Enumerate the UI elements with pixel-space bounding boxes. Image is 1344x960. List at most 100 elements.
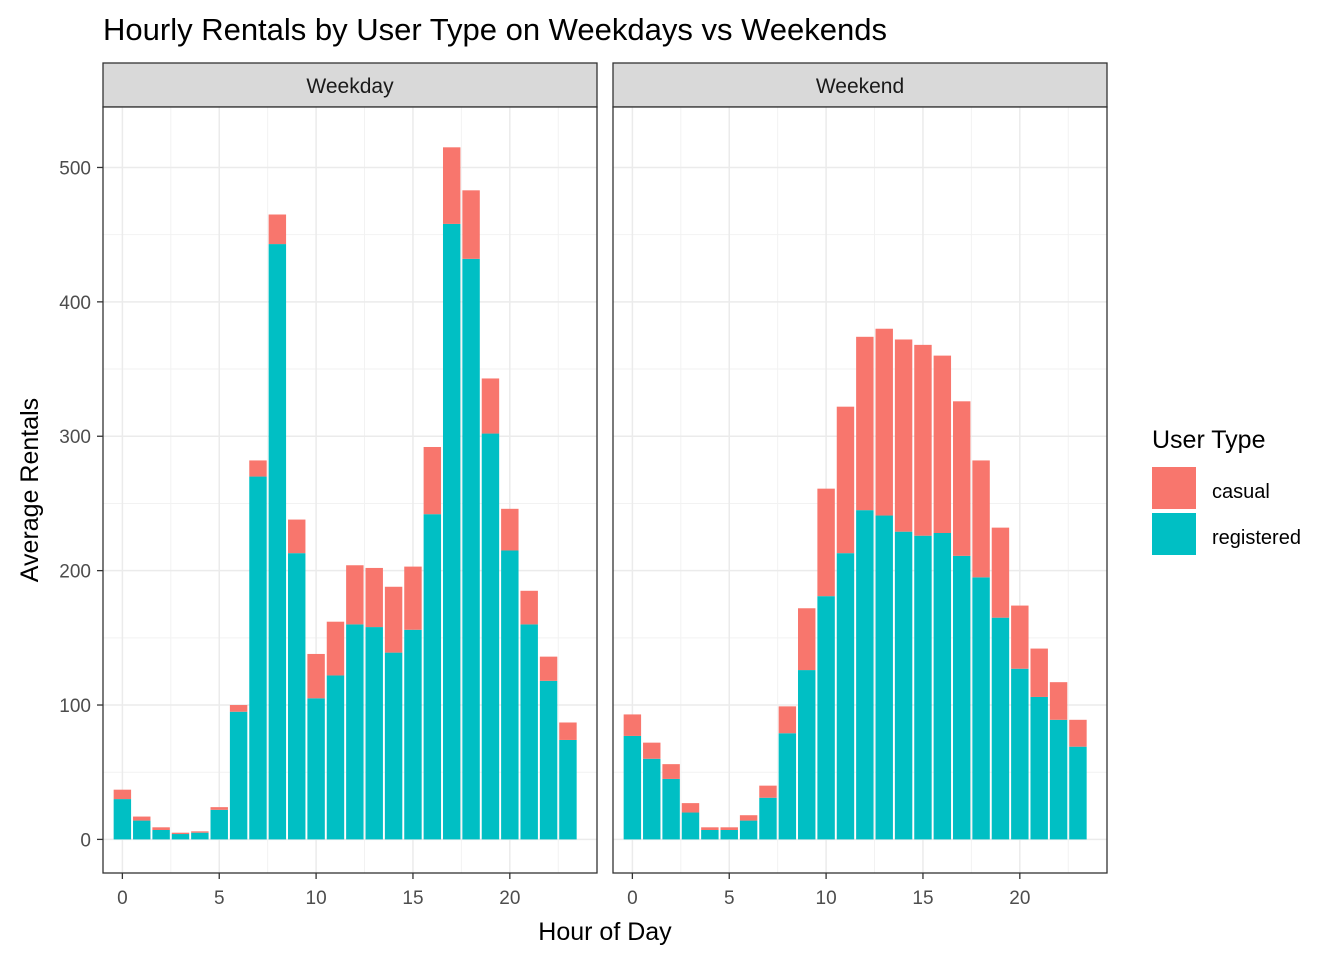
bar-casual-hour-18 <box>462 190 480 259</box>
bar-registered-hour-18 <box>972 577 990 840</box>
bar-casual-hour-14 <box>894 339 913 532</box>
bar-casual-hour-23 <box>559 722 577 740</box>
bar-casual-hour-23 <box>1069 719 1087 747</box>
x-tick-label: 5 <box>214 888 225 909</box>
bar-casual-hour-1 <box>643 742 661 759</box>
bar-casual-hour-2 <box>662 764 680 779</box>
bar-registered-hour-16 <box>933 533 952 840</box>
bar-registered-hour-17 <box>442 223 461 840</box>
bar-registered-hour-20 <box>501 550 519 840</box>
bar-casual-hour-13 <box>875 328 893 516</box>
bar-registered-hour-15 <box>404 629 422 840</box>
y-tick-label: 0 <box>80 830 91 851</box>
bar-casual-hour-22 <box>539 656 558 681</box>
bar-casual-hour-6 <box>229 705 248 712</box>
bar-registered-hour-14 <box>384 652 403 840</box>
y-tick-label: 400 <box>59 293 91 314</box>
bar-casual-hour-8 <box>268 214 287 245</box>
bar-casual-hour-9 <box>798 608 816 671</box>
bar-casual-hour-15 <box>914 344 932 536</box>
bar-casual-hour-10 <box>307 653 325 699</box>
legend-label-registered: registered <box>1212 527 1301 549</box>
bar-registered-hour-5 <box>720 829 738 840</box>
bar-casual-hour-4 <box>701 827 719 830</box>
bar-casual-hour-2 <box>152 827 170 830</box>
legend-key-registered <box>1152 513 1196 555</box>
bar-registered-hour-10 <box>307 698 325 840</box>
x-tick-label: 15 <box>912 888 933 909</box>
bar-casual-hour-14 <box>384 586 403 653</box>
bar-registered-hour-3 <box>681 812 700 840</box>
bar-registered-hour-5 <box>210 809 228 840</box>
legend-key-casual <box>1152 467 1196 509</box>
bar-casual-hour-15 <box>404 566 422 630</box>
x-tick-label: 10 <box>816 888 837 909</box>
bar-casual-hour-21 <box>1030 648 1048 697</box>
bar-registered-hour-6 <box>229 711 248 840</box>
bar-registered-hour-4 <box>191 832 209 840</box>
bar-casual-hour-20 <box>1011 605 1029 669</box>
bar-casual-hour-19 <box>991 527 1010 618</box>
bar-casual-hour-18 <box>972 460 990 578</box>
legend: User Type casual registered <box>1152 426 1301 555</box>
bar-registered-hour-7 <box>759 797 777 840</box>
bar-casual-hour-0 <box>113 789 132 800</box>
bar-registered-hour-4 <box>701 829 719 840</box>
bar-casual-hour-17 <box>952 401 971 556</box>
bar-casual-hour-3 <box>681 803 700 813</box>
bar-registered-hour-1 <box>643 758 661 840</box>
bar-registered-hour-8 <box>778 733 797 840</box>
bar-registered-hour-3 <box>171 834 190 840</box>
bar-registered-hour-12 <box>856 510 874 840</box>
bar-casual-hour-5 <box>210 807 228 810</box>
bar-registered-hour-19 <box>481 433 500 840</box>
bar-registered-hour-1 <box>133 820 151 840</box>
bar-casual-hour-21 <box>520 590 538 625</box>
bar-casual-hour-7 <box>249 460 267 477</box>
bar-registered-hour-18 <box>462 258 480 840</box>
bar-registered-hour-17 <box>952 555 971 840</box>
bar-registered-hour-22 <box>1049 719 1068 840</box>
bar-registered-hour-2 <box>152 829 170 840</box>
panel-border <box>102 106 598 874</box>
bar-registered-hour-0 <box>623 735 642 840</box>
bar-registered-hour-21 <box>520 624 538 840</box>
bar-casual-hour-12 <box>856 336 874 511</box>
bar-registered-hour-21 <box>1030 696 1048 840</box>
y-tick-label: 200 <box>59 562 91 583</box>
bar-casual-hour-16 <box>933 355 952 534</box>
bar-registered-hour-23 <box>1069 746 1087 840</box>
x-tick-label: 20 <box>1009 888 1030 909</box>
bar-casual-hour-12 <box>346 565 364 625</box>
y-tick-label: 300 <box>59 427 91 448</box>
bar-registered-hour-6 <box>739 820 758 840</box>
bar-casual-hour-11 <box>836 406 855 554</box>
bar-casual-hour-20 <box>501 508 519 551</box>
legend-title: User Type <box>1152 426 1265 454</box>
y-axis-title: Average Rentals <box>16 398 44 582</box>
bar-registered-hour-20 <box>1011 668 1029 840</box>
bar-casual-hour-8 <box>778 706 797 734</box>
x-axis-title: Hour of Day <box>538 918 672 946</box>
bar-casual-hour-4 <box>191 831 209 833</box>
bar-registered-hour-15 <box>914 535 932 840</box>
bar-casual-hour-6 <box>739 815 758 821</box>
facet-strip-label: Weekend <box>816 75 904 98</box>
bar-casual-hour-10 <box>817 488 835 597</box>
bar-casual-hour-0 <box>623 714 642 736</box>
bar-registered-hour-23 <box>559 739 577 840</box>
x-tick-label: 0 <box>627 888 638 909</box>
chart-title: Hourly Rentals by User Type on Weekdays … <box>103 12 887 47</box>
x-tick-label: 15 <box>402 888 423 909</box>
bar-registered-hour-9 <box>798 670 816 840</box>
facet-strip-label: Weekday <box>306 75 394 98</box>
bar-casual-hour-11 <box>326 621 345 676</box>
bar-registered-hour-9 <box>288 553 306 840</box>
bar-registered-hour-16 <box>423 514 442 840</box>
x-tick-label: 0 <box>117 888 128 909</box>
bar-casual-hour-1 <box>133 816 151 821</box>
bar-registered-hour-10 <box>817 596 835 840</box>
bar-registered-hour-7 <box>249 476 267 840</box>
